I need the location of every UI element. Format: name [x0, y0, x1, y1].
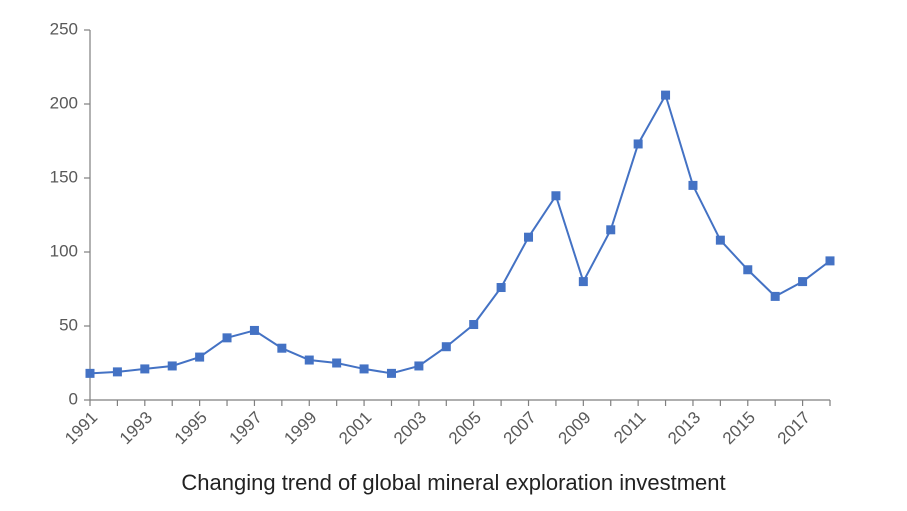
data-marker: [360, 365, 368, 373]
data-marker: [771, 292, 779, 300]
data-marker: [278, 344, 286, 352]
chart-container: 0501001502002501991199319951997199920012…: [0, 0, 907, 511]
data-marker: [716, 236, 724, 244]
data-marker: [470, 321, 478, 329]
data-marker: [442, 343, 450, 351]
data-marker: [799, 278, 807, 286]
data-marker: [634, 140, 642, 148]
data-marker: [196, 353, 204, 361]
data-marker: [250, 326, 258, 334]
data-marker: [607, 226, 615, 234]
data-marker: [579, 278, 587, 286]
data-marker: [113, 368, 121, 376]
data-marker: [525, 233, 533, 241]
data-marker: [305, 356, 313, 364]
y-tick-label: 100: [50, 241, 78, 260]
chart-caption: Changing trend of global mineral explora…: [0, 470, 907, 496]
y-tick-label: 250: [50, 19, 78, 38]
data-marker: [552, 192, 560, 200]
y-tick-label: 0: [69, 389, 78, 408]
data-marker: [86, 369, 94, 377]
line-chart: 0501001502002501991199319951997199920012…: [0, 0, 907, 460]
data-marker: [744, 266, 752, 274]
plot-background: [0, 0, 907, 460]
data-marker: [662, 91, 670, 99]
data-marker: [497, 284, 505, 292]
data-marker: [826, 257, 834, 265]
y-tick-label: 200: [50, 93, 78, 112]
y-tick-label: 150: [50, 167, 78, 186]
data-marker: [333, 359, 341, 367]
data-marker: [387, 369, 395, 377]
data-marker: [141, 365, 149, 373]
data-marker: [168, 362, 176, 370]
data-marker: [415, 362, 423, 370]
data-marker: [223, 334, 231, 342]
data-marker: [689, 181, 697, 189]
y-tick-label: 50: [59, 315, 78, 334]
